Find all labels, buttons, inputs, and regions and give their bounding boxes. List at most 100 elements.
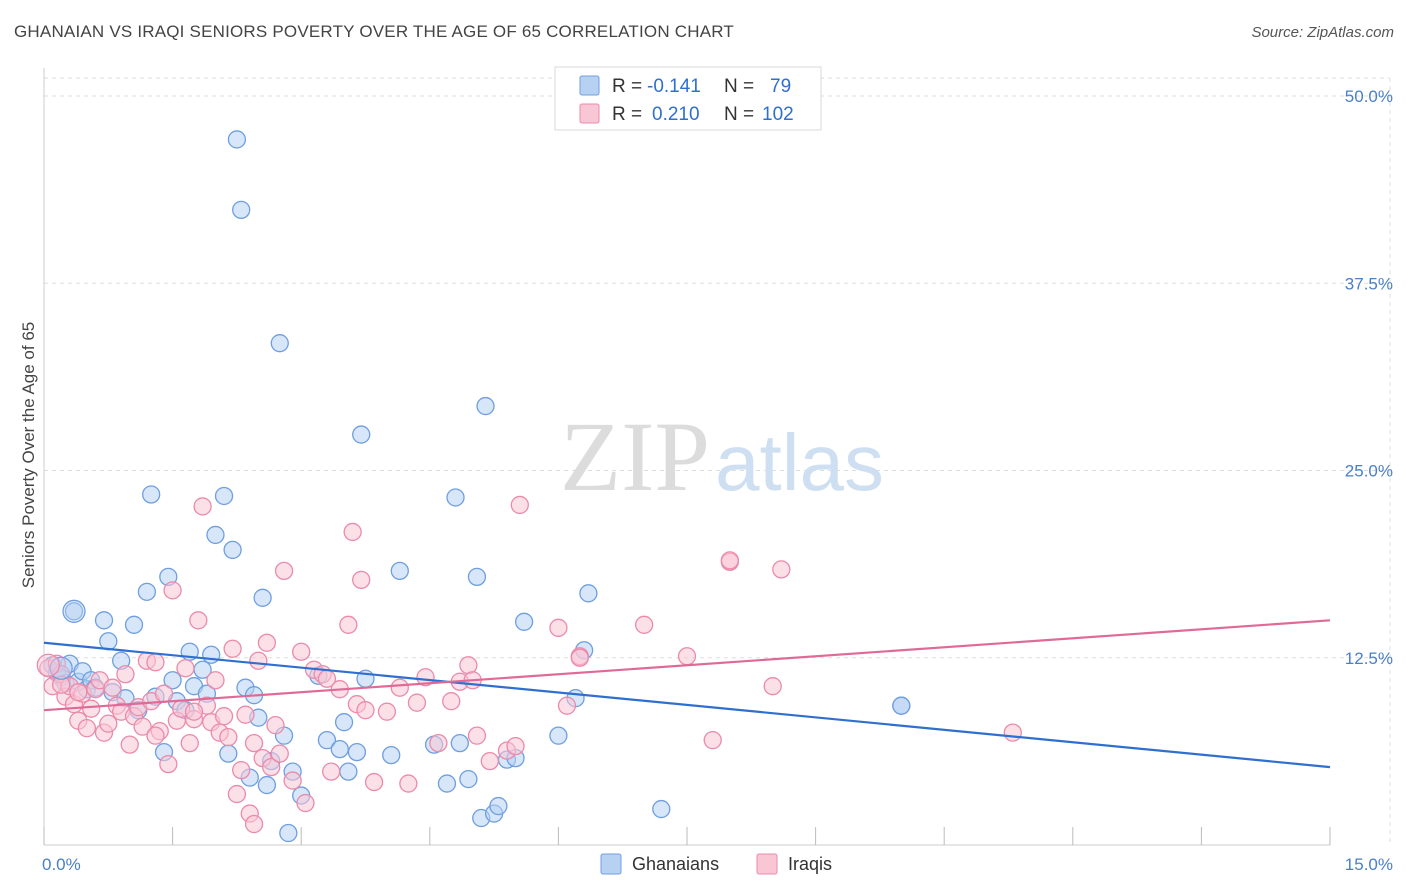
ghanaian-point-60: [437, 774, 457, 793]
axes: [43, 68, 1331, 846]
y-axis-label: Seniors Poverty Over the Age of 65: [19, 322, 38, 588]
iraqi-point-41: [214, 707, 234, 726]
iraqi-point-28: [159, 754, 178, 774]
iraqi-point-92: [720, 551, 740, 570]
ghanaian-point-68: [489, 796, 508, 816]
ghanaian-point-41: [253, 588, 272, 607]
iraqi-point-19: [120, 735, 139, 754]
iraqi-point-72: [407, 693, 427, 712]
iraqi-point-64: [343, 522, 362, 542]
ghanaian-point-51: [330, 739, 349, 759]
iraqi-point-100: [570, 648, 589, 667]
ghanaian-point-42: [257, 775, 277, 795]
bottom-legend-label-iraqis: Iraqis: [788, 854, 832, 874]
iraqi-point-74: [429, 733, 448, 753]
ghanaian-point-33: [219, 744, 238, 763]
iraqi-point-29: [163, 581, 182, 600]
iraqi-point-46: [236, 705, 255, 724]
iraqi-point-51: [257, 633, 277, 652]
iraqi-point-98: [317, 669, 337, 688]
legend-n-value-0: 79: [770, 76, 791, 97]
iraqi-point-53: [266, 716, 285, 735]
ghanaian-point-11: [94, 611, 114, 630]
iraqi-point-35: [189, 611, 208, 630]
tick-labels: 12.5% 25.0% 37.5% 50.0% 0.0% 15.0%: [42, 87, 1393, 874]
iraqi-point-27: [154, 684, 174, 703]
legend-r-value-1: 0.210: [652, 104, 700, 125]
ghanaian-point-35: [227, 130, 247, 149]
ghanaian-point-75: [579, 584, 598, 603]
iraqi-point-32: [176, 659, 195, 678]
iraqi-point-55: [274, 561, 294, 581]
ghanaian-point-52: [334, 713, 354, 732]
iraqi-point-93: [1003, 723, 1022, 742]
iraqi-point-10: [82, 699, 101, 718]
iraqi-point-54: [270, 744, 289, 763]
ghanaian-point-55: [352, 425, 371, 444]
legend-n-label-0: N =: [724, 76, 754, 97]
iraqi-point-81: [506, 736, 525, 756]
y-tick-label-3: 50.0%: [1345, 87, 1393, 106]
iraqi-point-15: [103, 678, 122, 697]
bottom-legend-label-ghanaians: Ghanaians: [632, 854, 719, 874]
ghanaian-trend-line: [43, 641, 1331, 769]
bottom-legend-swatch-ghanaians: [600, 853, 622, 875]
watermark-atlas: atlas: [715, 418, 884, 507]
ghanaian-point-34: [223, 540, 242, 560]
iraqi-point-36: [193, 497, 212, 516]
iraqi-point-9: [77, 719, 97, 738]
chart-source: Source: ZipAtlas.com: [1251, 24, 1394, 41]
iraqi-point-95: [69, 683, 88, 702]
iraqi-point-70: [390, 678, 409, 697]
large-point-0: [62, 599, 86, 623]
ghanaian-point-71: [514, 612, 534, 631]
iraqi-point-52: [262, 757, 281, 777]
iraqi-point-39: [206, 671, 225, 690]
data-points: [36, 130, 1022, 843]
iraqi-point-22: [133, 717, 152, 736]
ghanaian-point-19: [142, 485, 161, 504]
ghanaian-point-54: [347, 742, 367, 762]
iraqi-point-49: [249, 651, 268, 670]
iraqi-point-90: [772, 560, 791, 579]
iraqi-point-69: [377, 702, 397, 721]
iraqi-point-79: [480, 751, 499, 771]
iraqi-point-43: [223, 639, 242, 658]
iraqi-point-77: [459, 656, 478, 675]
ghanaian-point-63: [459, 769, 478, 789]
ghanaian-point-44: [270, 334, 289, 353]
ghanaian-point-5: [64, 602, 84, 621]
iraqi-point-45: [232, 760, 251, 780]
legend-r-label-1: R =: [612, 104, 642, 125]
legend-swatch-iraqis: [579, 103, 600, 124]
iraqi-point-82: [510, 495, 529, 515]
iraqi-point-63: [339, 615, 358, 634]
iraqi-point-58: [296, 793, 315, 813]
ghanaian-point-30: [202, 645, 221, 664]
iraqi-point-94: [51, 675, 71, 694]
legend-r-value-0: -0.141: [647, 76, 701, 97]
x-tick-label-1: 15.0%: [1345, 855, 1393, 874]
iraqi-point-83: [549, 618, 568, 637]
chart-title: GHANAIAN VS IRAQI SENIORS POVERTY OVER T…: [14, 22, 734, 41]
iraqi-point-44: [227, 784, 247, 804]
y-tick-label-1: 25.0%: [1345, 462, 1393, 481]
trend-lines: [43, 619, 1331, 769]
iraqi-point-78: [467, 726, 487, 745]
iraqi-point-71: [399, 774, 418, 793]
ghanaian-point-57: [382, 745, 401, 765]
iraqi-point-89: [703, 730, 722, 750]
iraqi-point-87: [677, 647, 697, 666]
y-tick-label-2: 37.5%: [1345, 274, 1393, 293]
iraqi-point-75: [442, 692, 461, 711]
ghanaian-point-16: [124, 615, 144, 634]
ghanaian-point-58: [390, 561, 409, 581]
iraqi-point-48: [244, 733, 264, 753]
y-tick-label-0: 12.5%: [1345, 649, 1393, 668]
iraqi-point-101: [146, 726, 165, 745]
ghanaian-point-76: [652, 799, 671, 819]
ghanaian-point-18: [137, 582, 157, 601]
x-tick-label-0: 0.0%: [42, 855, 81, 874]
ghanaian-point-32: [214, 486, 234, 506]
iraqi-point-42: [219, 727, 238, 747]
